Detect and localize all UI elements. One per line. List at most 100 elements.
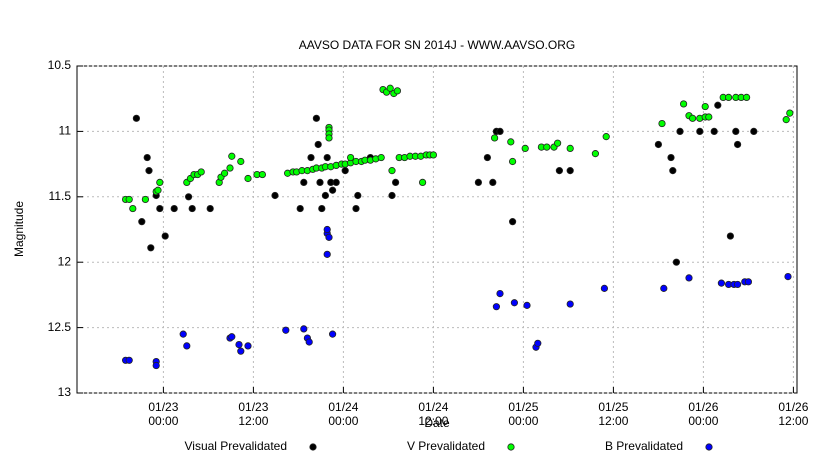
data-point [654,140,663,149]
data-point [183,342,191,350]
data-point [300,178,308,187]
data-point [296,204,304,213]
data-point [489,178,497,187]
data-point [305,338,313,346]
data-point [156,178,164,187]
data-point [508,218,517,226]
data-point [271,191,279,200]
data-point [235,341,243,349]
legend-marker [705,443,713,451]
data-point [314,140,322,149]
data-point [658,119,666,128]
data-point [418,178,427,187]
data-point [733,140,742,149]
x-tick-label: 01/26 [778,400,808,414]
data-point [750,127,758,135]
data-point [676,127,684,135]
data-point [318,204,326,213]
y-tick-label: 13 [58,385,72,399]
data-point [602,133,610,141]
data-point [507,138,515,146]
data-point [660,284,668,292]
data-point [701,102,709,111]
data-point [782,116,790,124]
data-point [321,191,329,200]
x-tick-label: 01/24 [328,400,358,414]
data-point [325,233,333,241]
data-point [170,204,178,213]
data-point [672,258,681,266]
data-point [726,232,735,240]
data-point [228,152,236,160]
data-point [323,153,331,162]
data-point [393,87,401,95]
x-tick-label: 01/23 [238,400,268,414]
x-tick-label: 01/24 [418,400,448,414]
data-point [323,225,331,234]
data-point [282,326,290,334]
x-axis-label: Date [424,416,450,430]
data-point [696,127,704,135]
data-point [714,101,722,109]
data-point [132,114,140,122]
data-point [388,191,396,200]
x-tick-label: 12:00 [598,414,628,428]
x-tick-label: 01/25 [508,400,538,414]
data-point [732,127,740,135]
data-point [226,164,234,172]
data-point [566,167,574,175]
data-point [328,186,337,194]
y-axis-label: Magnitude [12,201,26,257]
data-point [300,325,308,333]
x-tick-label: 01/25 [598,400,628,414]
data-point [483,153,491,162]
data-point [141,195,149,204]
data-point [492,303,500,311]
data-point [129,204,137,213]
data-point [474,178,482,187]
data-point [510,299,519,307]
data-point [669,167,677,175]
data-point [543,143,551,151]
data-point [188,204,196,213]
data-point [386,84,394,92]
data-point [667,153,675,162]
x-tick-label: 12:00 [238,414,268,428]
legend-label: B Prevalidated [605,439,683,453]
data-point [733,280,742,289]
data-point [685,274,693,282]
legend-marker [507,443,515,451]
data-point [307,153,315,162]
data-point [391,178,400,187]
data-point [717,279,726,287]
legend-label: Visual Prevalidated [184,439,287,453]
data-point [244,174,252,183]
data-point [206,204,214,213]
y-tick-label: 12 [58,254,72,268]
data-point [143,153,151,162]
data-point [179,330,187,338]
data-point [523,301,531,309]
data-point [138,218,146,226]
data-point [185,193,193,201]
y-tick-label: 12.5 [48,320,72,334]
data-point [346,153,355,162]
x-tick-label: 00:00 [688,414,718,428]
x-tick-label: 01/23 [148,400,178,414]
data-point [228,333,236,341]
data-point [553,139,562,147]
data-point [784,272,792,281]
data-point [496,289,504,298]
data-point [328,330,337,338]
data-point [508,157,517,166]
x-tick-label: 12:00 [418,414,448,428]
y-tick-label: 11.5 [49,189,72,203]
data-point [237,347,245,355]
data-point [566,300,574,308]
data-point [724,93,733,101]
data-point [388,167,396,175]
y-tick-label: 10.5 [48,58,72,72]
data-point [555,167,564,175]
x-tick-label: 00:00 [508,414,538,428]
